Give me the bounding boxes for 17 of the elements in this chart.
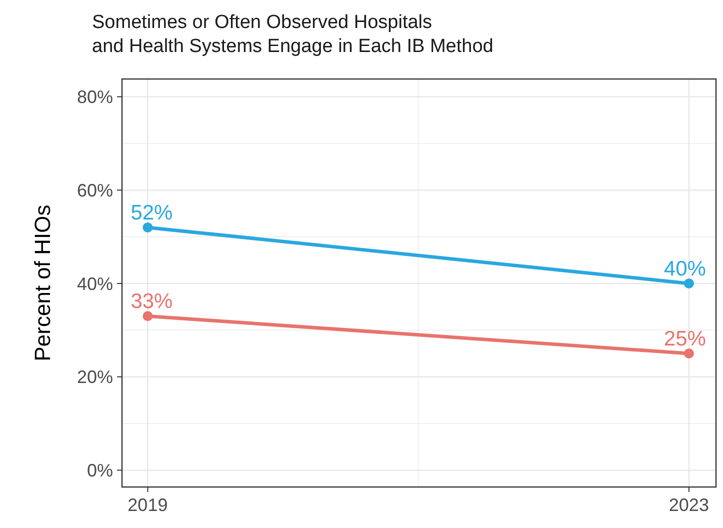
data-label: 52% [130,201,173,224]
y-tick-label: 60% [76,180,113,200]
y-tick-label: 80% [76,87,113,108]
x-tick-label: 2023 [668,495,709,515]
point [142,222,153,232]
data-label: 33% [130,290,173,314]
point [142,311,153,322]
x-tick-label: 2019 [128,495,168,515]
point [684,348,694,358]
y-tick-label: 40% [76,274,113,294]
data-label: 40% [664,257,706,280]
y-tick-label: 0% [86,460,113,480]
point [684,278,694,288]
chart-title: Sometimes or Often Observed Hospitals and Health Systems Engage in Each IB Method [92,12,494,57]
data-label: 25% [664,327,706,350]
y-axis-title: Percent of HIOs [30,204,55,362]
y-tick-label: 20% [76,367,113,388]
